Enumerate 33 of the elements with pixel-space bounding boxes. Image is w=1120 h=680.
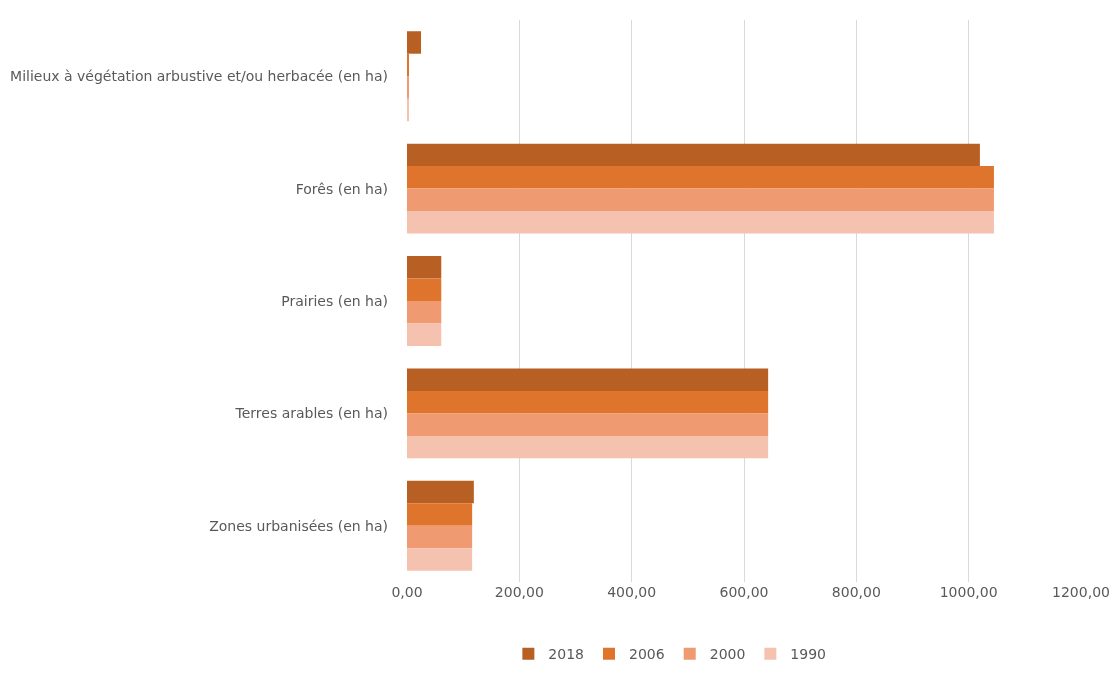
bar <box>407 211 994 234</box>
bar <box>407 166 994 189</box>
x-tick-label: 1000,00 <box>939 584 998 600</box>
bar <box>407 256 442 279</box>
bar <box>407 413 769 436</box>
y-tick-label: Zones urbanisées (en ha) <box>209 517 388 534</box>
legend-label: 2006 <box>629 646 665 663</box>
bar <box>407 435 769 459</box>
bar <box>407 188 994 212</box>
bar <box>407 323 442 346</box>
y-tick-label: Terres arables (en ha) <box>234 405 388 422</box>
bar <box>407 503 473 526</box>
bar <box>407 143 980 167</box>
bar <box>407 480 474 504</box>
y-tick-label: Milieux à végétation arbustive et/ou herbacée (en ha) <box>10 68 388 85</box>
bar <box>407 548 473 571</box>
bar <box>407 31 422 54</box>
legend-label: 2000 <box>709 646 746 663</box>
y-tick-label: Forês (en ha) <box>295 180 388 197</box>
bar <box>407 390 769 414</box>
legend-label: 1990 <box>790 646 826 663</box>
x-tick-label: 1200,00 <box>1052 584 1110 600</box>
bar <box>407 301 442 324</box>
x-tick-label: 800,00 <box>831 584 881 600</box>
x-tick-label: 0,00 <box>391 584 423 600</box>
legend-label: 2018 <box>548 646 584 663</box>
y-tick-label: Prairies (en ha) <box>281 292 388 309</box>
bar <box>407 278 442 301</box>
x-tick-label: 600,00 <box>719 584 769 600</box>
bar <box>407 525 473 549</box>
bar <box>407 368 769 391</box>
x-tick-label: 200,00 <box>494 584 544 600</box>
x-tick-label: 400,00 <box>607 584 657 600</box>
